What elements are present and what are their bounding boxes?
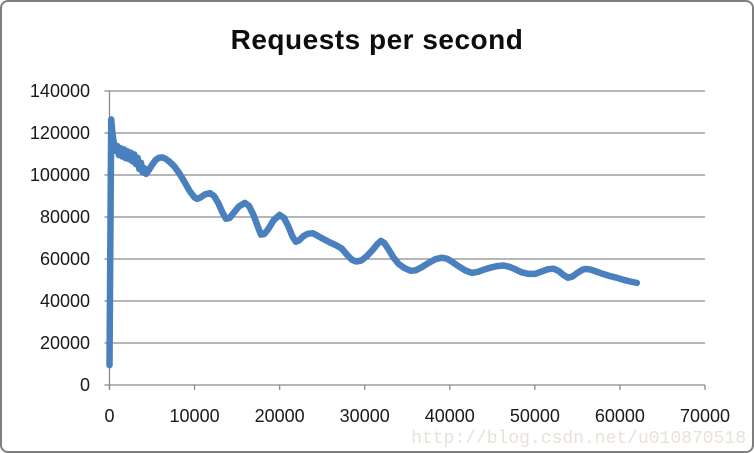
y-axis-label: 100000 [30, 165, 90, 185]
watermark-url: http://blog.csdn.net/u010870518 [411, 429, 746, 449]
y-axis-label: 80000 [40, 207, 90, 227]
chart-title: Requests per second [230, 24, 524, 55]
y-axis-label: 0 [80, 375, 90, 395]
y-axis-label: 20000 [40, 333, 90, 353]
x-axis-label: 40000 [425, 406, 475, 426]
x-axis-label: 0 [104, 406, 114, 426]
y-axis-label: 140000 [30, 81, 90, 101]
y-axis-label: 120000 [30, 123, 90, 143]
x-axis-label: 70000 [680, 406, 730, 426]
y-axis-label: 40000 [40, 291, 90, 311]
x-axis-label: 60000 [595, 406, 645, 426]
x-axis-label: 30000 [340, 406, 390, 426]
y-axis-label: 60000 [40, 249, 90, 269]
x-axis-label: 50000 [510, 406, 560, 426]
series-line [106, 116, 641, 369]
x-axis-label: 20000 [255, 406, 305, 426]
x-axis-label: 10000 [170, 406, 220, 426]
